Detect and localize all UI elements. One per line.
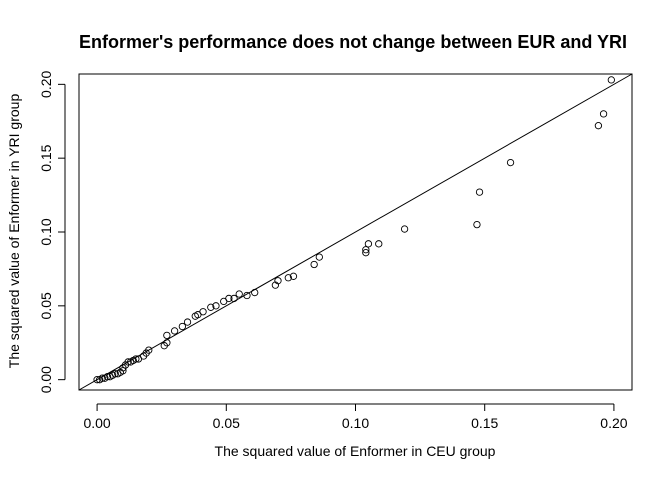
data-point [163,339,171,347]
data-point [170,327,179,335]
data-point [599,110,608,118]
data-point [289,272,298,280]
x-axis: 0.00 0.05 0.10 0.15 0.20 [83,403,628,431]
data-point [607,76,615,84]
x-tick-label: 0.00 [83,415,110,431]
data-point [145,346,153,354]
data-point [178,322,187,331]
plot-area [78,73,633,391]
data-point [251,288,259,297]
data-point [315,253,323,261]
data-point [473,220,481,229]
chart-title: Enformer's performance does not change b… [79,32,627,52]
y-tick-label: 0.10 [38,218,54,245]
data-point [310,260,318,269]
data-point [362,246,370,254]
data-point [183,318,192,326]
x-tick-label: 0.05 [213,415,240,431]
y-tick-label: 0.15 [38,144,54,171]
data-point [163,331,171,340]
data-point [594,122,603,130]
y-tick-label: 0.20 [38,70,54,97]
data-point [400,225,409,233]
data-point [235,290,243,298]
x-tick-label: 0.15 [471,415,498,431]
data-point [362,249,370,257]
x-tick-label: 0.20 [600,415,627,431]
data-point [230,294,238,303]
y-axis: 0.00 0.05 0.10 0.15 0.20 [38,70,66,393]
data-point [284,274,292,282]
x-axis-label: The squared value of Enformer in CEU gro… [215,443,496,459]
identity-line [78,73,633,391]
data-point [243,291,251,300]
data-point [207,303,215,311]
y-tick-label: 0.05 [38,292,54,319]
data-point [274,277,282,285]
data-point [212,302,220,310]
data-point [111,370,119,378]
data-point [475,188,484,196]
data-point [375,240,383,248]
data-point [103,373,112,381]
data-point [506,158,515,167]
data-point [132,355,140,363]
x-tick-label: 0.10 [342,415,369,431]
data-point [364,240,373,248]
data-point [199,308,207,316]
data-point [98,374,106,382]
data-point [124,358,132,366]
data-point [93,376,101,384]
y-tick-label: 0.00 [38,366,54,393]
y-axis-label: The squared value of Enformer in YRI gro… [6,94,22,369]
data-point [225,294,233,303]
data-point [119,367,127,375]
plot-frame [78,73,633,391]
